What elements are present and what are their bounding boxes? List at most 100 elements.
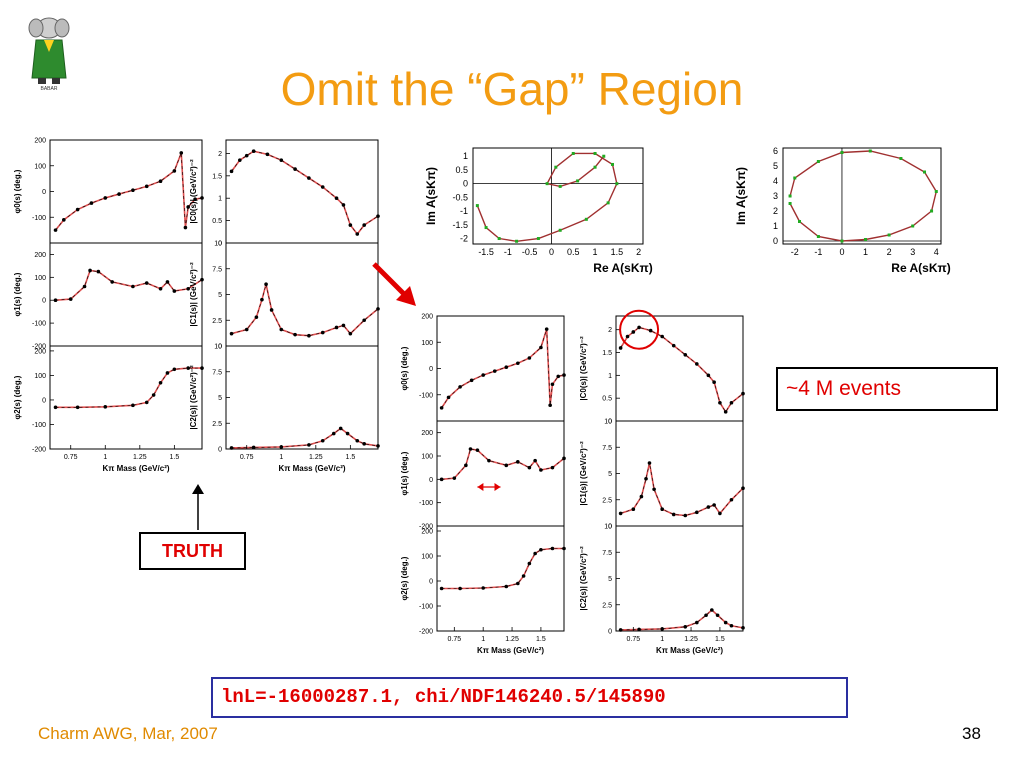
argand-1-ytick-label: -0.5	[452, 192, 468, 202]
truth-grid-data-point	[338, 426, 343, 431]
fit-grid-data-point	[504, 463, 509, 468]
argand-1-loop-line	[476, 152, 618, 242]
fit-grid-data-point	[492, 369, 497, 373]
fit-grid-data-point	[468, 447, 473, 451]
argand-2-ylabel: Im A(sKπ)	[734, 167, 748, 225]
truth-grid-ytick-label: -200	[32, 344, 46, 351]
argand-2-ytick-label: 6	[773, 146, 778, 156]
argand-1-data-point	[558, 184, 562, 188]
fit-grid-data-point	[504, 365, 509, 369]
argand-1-ytick-label: 0	[463, 179, 468, 189]
argand-1-ytick-label: -2	[460, 234, 468, 244]
fit-grid-data-point	[652, 487, 656, 492]
truth-grid-data-point	[82, 284, 87, 289]
fit-grid-ytick-label: 5	[608, 471, 612, 478]
truth-grid-data-point	[172, 367, 177, 372]
truth-grid-ytick-label: -100	[32, 422, 46, 429]
truth-grid-ytick-label: -200	[32, 447, 46, 454]
truth-grid-xlabel: Kπ Mass (GeV/c²)	[278, 464, 345, 473]
fit-grid-ytick-label: 200	[421, 430, 433, 437]
truth-grid-data-point	[172, 169, 177, 173]
fit-grid-data-point	[618, 628, 623, 632]
fit-grid-data-point	[637, 627, 641, 632]
truth-grid-data-point	[376, 307, 380, 311]
argand-2-data-point	[816, 235, 820, 238]
fit-grid-data-point	[539, 547, 543, 552]
truth-grid-panel-frame	[225, 139, 379, 244]
argand-2-data-point	[840, 151, 844, 154]
fit-grid-ytick-label: 7.5	[602, 550, 612, 557]
fit-grid-data-point	[516, 361, 520, 366]
argand-1-data-point	[558, 228, 562, 232]
truth-grid-data-point	[131, 188, 135, 193]
fit-grid-ytick-label: 100	[421, 454, 433, 461]
truth-grid-ytick-label: 100	[34, 275, 46, 282]
fit-grid-data-point	[458, 586, 462, 591]
fit-grid-data-point	[439, 406, 444, 410]
fit-grid-ytick-label: 0	[429, 579, 433, 586]
argand-1-data-point	[536, 237, 540, 241]
fit-grid-data-point	[618, 511, 623, 516]
fit-grid-data-point	[683, 353, 688, 357]
truth-grid-ytick-label: 0	[218, 447, 222, 454]
argand-1-data-point	[576, 179, 580, 183]
argand-1-data-point	[593, 165, 597, 169]
argand-1-xtick-label: 2	[636, 247, 641, 257]
fit-grid-xtick-label: 1.25	[505, 636, 519, 643]
truth-grid-data-point	[307, 176, 311, 180]
argand-2-xtick-label: 0	[839, 247, 844, 257]
truth-grid-panel-ylabel: φ0(s) (deg.)	[13, 169, 22, 213]
truth-grid-xtick-label: 1	[279, 454, 283, 461]
truth-grid-xtick-label: 1.5	[345, 454, 355, 461]
fit-grid-series-overlay	[620, 327, 744, 413]
truth-grid-data-point	[320, 185, 325, 189]
fit-grid-ytick-label: 2.5	[602, 602, 612, 609]
truth-grid-data-point	[179, 151, 184, 155]
argand-1-data-point	[554, 165, 558, 169]
truth-grid-data-point	[293, 167, 297, 171]
footer-text: Charm AWG, Mar, 2007	[38, 724, 218, 743]
truth-grid-ytick-label: 2.5	[212, 421, 222, 428]
truth-grid-ytick-label: -100	[32, 321, 46, 328]
page-number: 38	[962, 724, 981, 743]
fit-grid-xtick-label: 1	[660, 636, 664, 643]
truth-grid-data-point	[355, 232, 360, 236]
argand-2-xtick-label: 2	[887, 247, 892, 257]
argand-1-xtick-label: 1	[593, 247, 598, 257]
fit-grid-ytick-label: 0	[608, 419, 612, 426]
truth-grid-data-point	[144, 400, 149, 405]
truth-grid-ytick-label: 200	[34, 252, 46, 259]
fit-grid-data-point	[671, 343, 676, 348]
argand-1-frame	[472, 147, 644, 245]
fit-grid-ytick-label: 1.5	[602, 350, 612, 357]
fit-grid-panel-ylabel: |C1(s)| (GeV/c²)⁻²	[579, 441, 588, 506]
fit-grid-data-point	[550, 382, 555, 387]
truth-grid-data-point	[158, 380, 163, 385]
argand-1-data-point	[615, 182, 619, 186]
truth-grid-panel-frame	[49, 242, 203, 347]
truth-grid-data-point	[254, 315, 259, 319]
truth-grid-data-point	[88, 268, 92, 273]
truth-grid-ytick-label: 0	[218, 344, 222, 351]
truth-grid-data-point	[348, 331, 353, 336]
fit-grid-data-point	[695, 362, 699, 366]
fit-grid-data-point	[550, 546, 555, 551]
fit-grid-data-point	[618, 346, 623, 350]
fit-grid-panel-frame	[436, 420, 565, 527]
truth-grid-data-point	[334, 196, 339, 201]
fit-grid-data-point	[439, 477, 444, 482]
fit-grid-data-point	[533, 458, 537, 463]
argand-2-data-point	[816, 160, 820, 163]
truth-grid-ytick-label: 0	[42, 397, 46, 404]
truth-grid-data-point	[320, 330, 325, 335]
truth-grid-ytick-label: 0.5	[212, 218, 222, 225]
fit-grid-data-point	[527, 561, 532, 566]
highlight-circle	[619, 309, 660, 350]
truth-grid-data-point	[307, 443, 311, 447]
fit-grid-data-point	[718, 511, 722, 516]
fit-grid-data-point	[446, 395, 451, 400]
fit-grid-data-point	[475, 448, 480, 452]
fit-grid-data-point	[644, 476, 648, 481]
fit-grid-data-point	[683, 513, 688, 518]
red-diagonal-arrow-icon	[372, 262, 416, 306]
